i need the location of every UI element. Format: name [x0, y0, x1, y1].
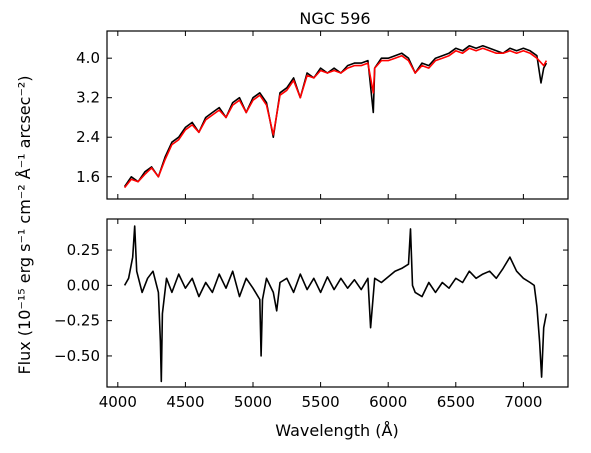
- top-y-tick-label: 1.6: [76, 168, 100, 186]
- top-plot-frame: [106, 30, 569, 200]
- bottom-x-tick-label: 6000: [369, 393, 407, 411]
- bottom-y-tick-label: 0.25: [67, 241, 100, 259]
- top-series-group: [123, 44, 548, 189]
- top-y-tick-label: 4.0: [76, 49, 100, 67]
- bottom-y-tick-label: 0.00: [67, 276, 100, 294]
- bottom-series-line-0: [123, 225, 548, 383]
- bottom-x-tick-label: 5500: [302, 393, 340, 411]
- top-y-tick-label: 2.4: [76, 128, 100, 146]
- bottom-x-tick-label: 6500: [437, 393, 475, 411]
- bottom-plot-frame: [106, 218, 569, 388]
- bottom-series-group: [123, 225, 548, 383]
- bottom-y-tick-label: −0.25: [54, 312, 100, 330]
- bottom-axes: 4000 4500 5000 5500 6000 6500 7000 −0.50 −0.25 0.…: [54, 219, 568, 411]
- x-axis-label: Wavelength (Å): [275, 421, 398, 440]
- y-axis-label: Flux (10⁻¹⁵ erg s⁻¹ cm⁻² Å⁻¹ arcsec⁻²): [15, 75, 34, 374]
- bottom-x-tick-label: 4000: [99, 393, 137, 411]
- plot-title: NGC 596: [299, 9, 370, 28]
- top-series-line-1: [123, 47, 548, 189]
- top-series-line-0: [123, 44, 548, 188]
- bottom-y-tick-label: −0.50: [54, 347, 100, 365]
- top-panel: NGC 596 1.6 2.4 3.2 4.0: [76, 9, 569, 200]
- bottom-x-tick-label: 4500: [166, 393, 204, 411]
- bottom-panel: 4000 4500 5000 5500 6000 6500 7000 −0.50 −0.25 0.…: [54, 218, 569, 411]
- bottom-x-tick-label: 7000: [504, 393, 542, 411]
- top-y-tick-label: 3.2: [76, 89, 100, 107]
- bottom-x-tick-label: 5000: [234, 393, 272, 411]
- top-axes: 1.6 2.4 3.2 4.0: [76, 31, 568, 199]
